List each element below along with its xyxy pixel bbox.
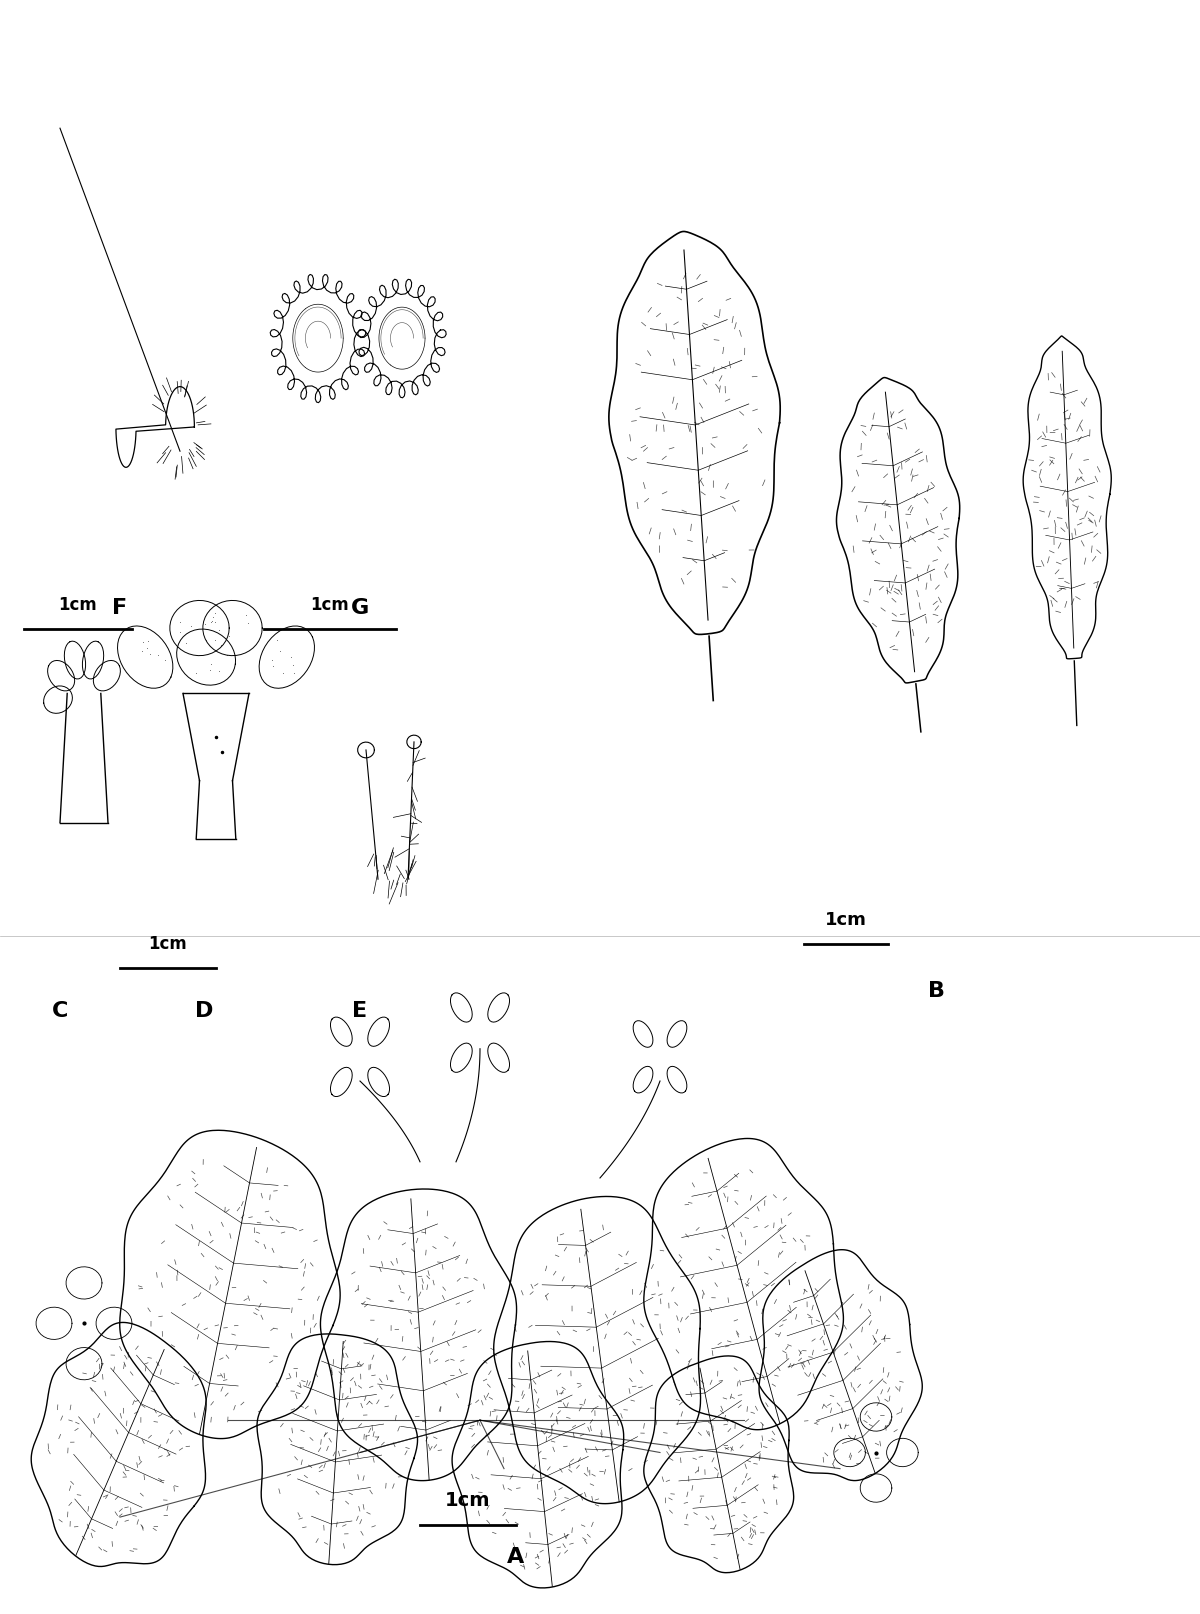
Text: B: B: [928, 981, 944, 1001]
Text: 1cm: 1cm: [149, 935, 187, 952]
Text: E: E: [353, 1001, 367, 1020]
Text: A: A: [508, 1546, 524, 1566]
Text: G: G: [350, 597, 370, 617]
Text: 1cm: 1cm: [59, 596, 97, 613]
Text: 1cm: 1cm: [445, 1490, 491, 1509]
Text: D: D: [194, 1001, 214, 1020]
Text: 1cm: 1cm: [311, 596, 349, 613]
Text: 1cm: 1cm: [826, 910, 866, 928]
Text: C: C: [52, 1001, 68, 1020]
Text: F: F: [113, 597, 127, 617]
